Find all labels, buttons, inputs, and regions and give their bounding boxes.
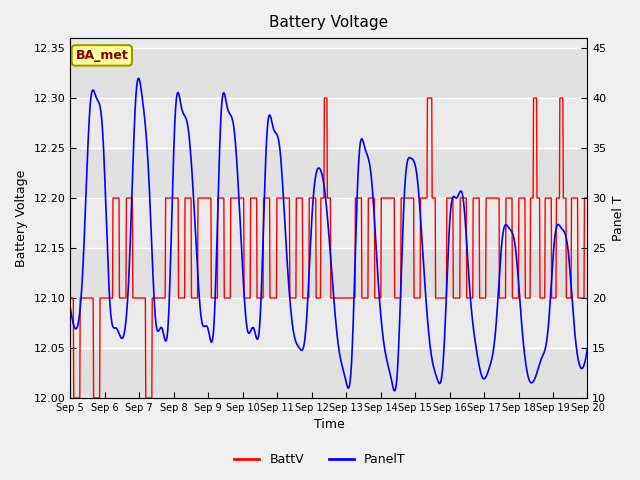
Bar <box>70 248 588 298</box>
Bar <box>70 298 588 348</box>
Bar <box>70 48 588 98</box>
Bar <box>70 348 588 398</box>
X-axis label: Time: Time <box>314 419 344 432</box>
Title: Battery Voltage: Battery Voltage <box>269 15 388 30</box>
Y-axis label: Panel T: Panel T <box>612 195 625 241</box>
Y-axis label: Battery Voltage: Battery Voltage <box>15 169 28 267</box>
Bar <box>70 148 588 198</box>
Text: BA_met: BA_met <box>76 49 128 62</box>
Bar <box>70 98 588 148</box>
Legend: BattV, PanelT: BattV, PanelT <box>229 448 411 471</box>
Bar <box>70 198 588 248</box>
